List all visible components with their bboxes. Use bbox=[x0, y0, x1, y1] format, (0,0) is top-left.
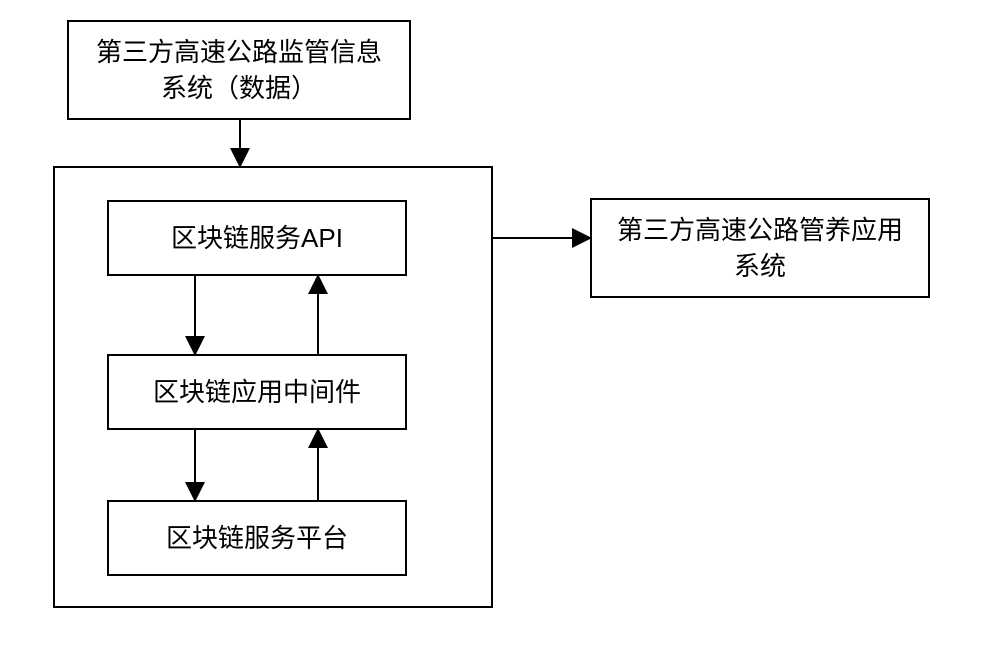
node-middleware: 区块链应用中间件 bbox=[107, 354, 407, 430]
node-platform: 区块链服务平台 bbox=[107, 500, 407, 576]
node-right-line2: 系统 bbox=[617, 248, 903, 284]
node-right: 第三方高速公路管养应用 系统 bbox=[590, 198, 930, 298]
node-right-line1: 第三方高速公路管养应用 bbox=[617, 212, 903, 248]
node-top-line2: 系统（数据） bbox=[96, 70, 382, 106]
node-api-label: 区块链服务API bbox=[171, 220, 343, 256]
node-top: 第三方高速公路监管信息 系统（数据） bbox=[67, 20, 411, 120]
node-middleware-label: 区块链应用中间件 bbox=[153, 374, 361, 410]
node-api: 区块链服务API bbox=[107, 200, 407, 276]
node-platform-label: 区块链服务平台 bbox=[166, 520, 348, 556]
node-top-line1: 第三方高速公路监管信息 bbox=[96, 34, 382, 70]
